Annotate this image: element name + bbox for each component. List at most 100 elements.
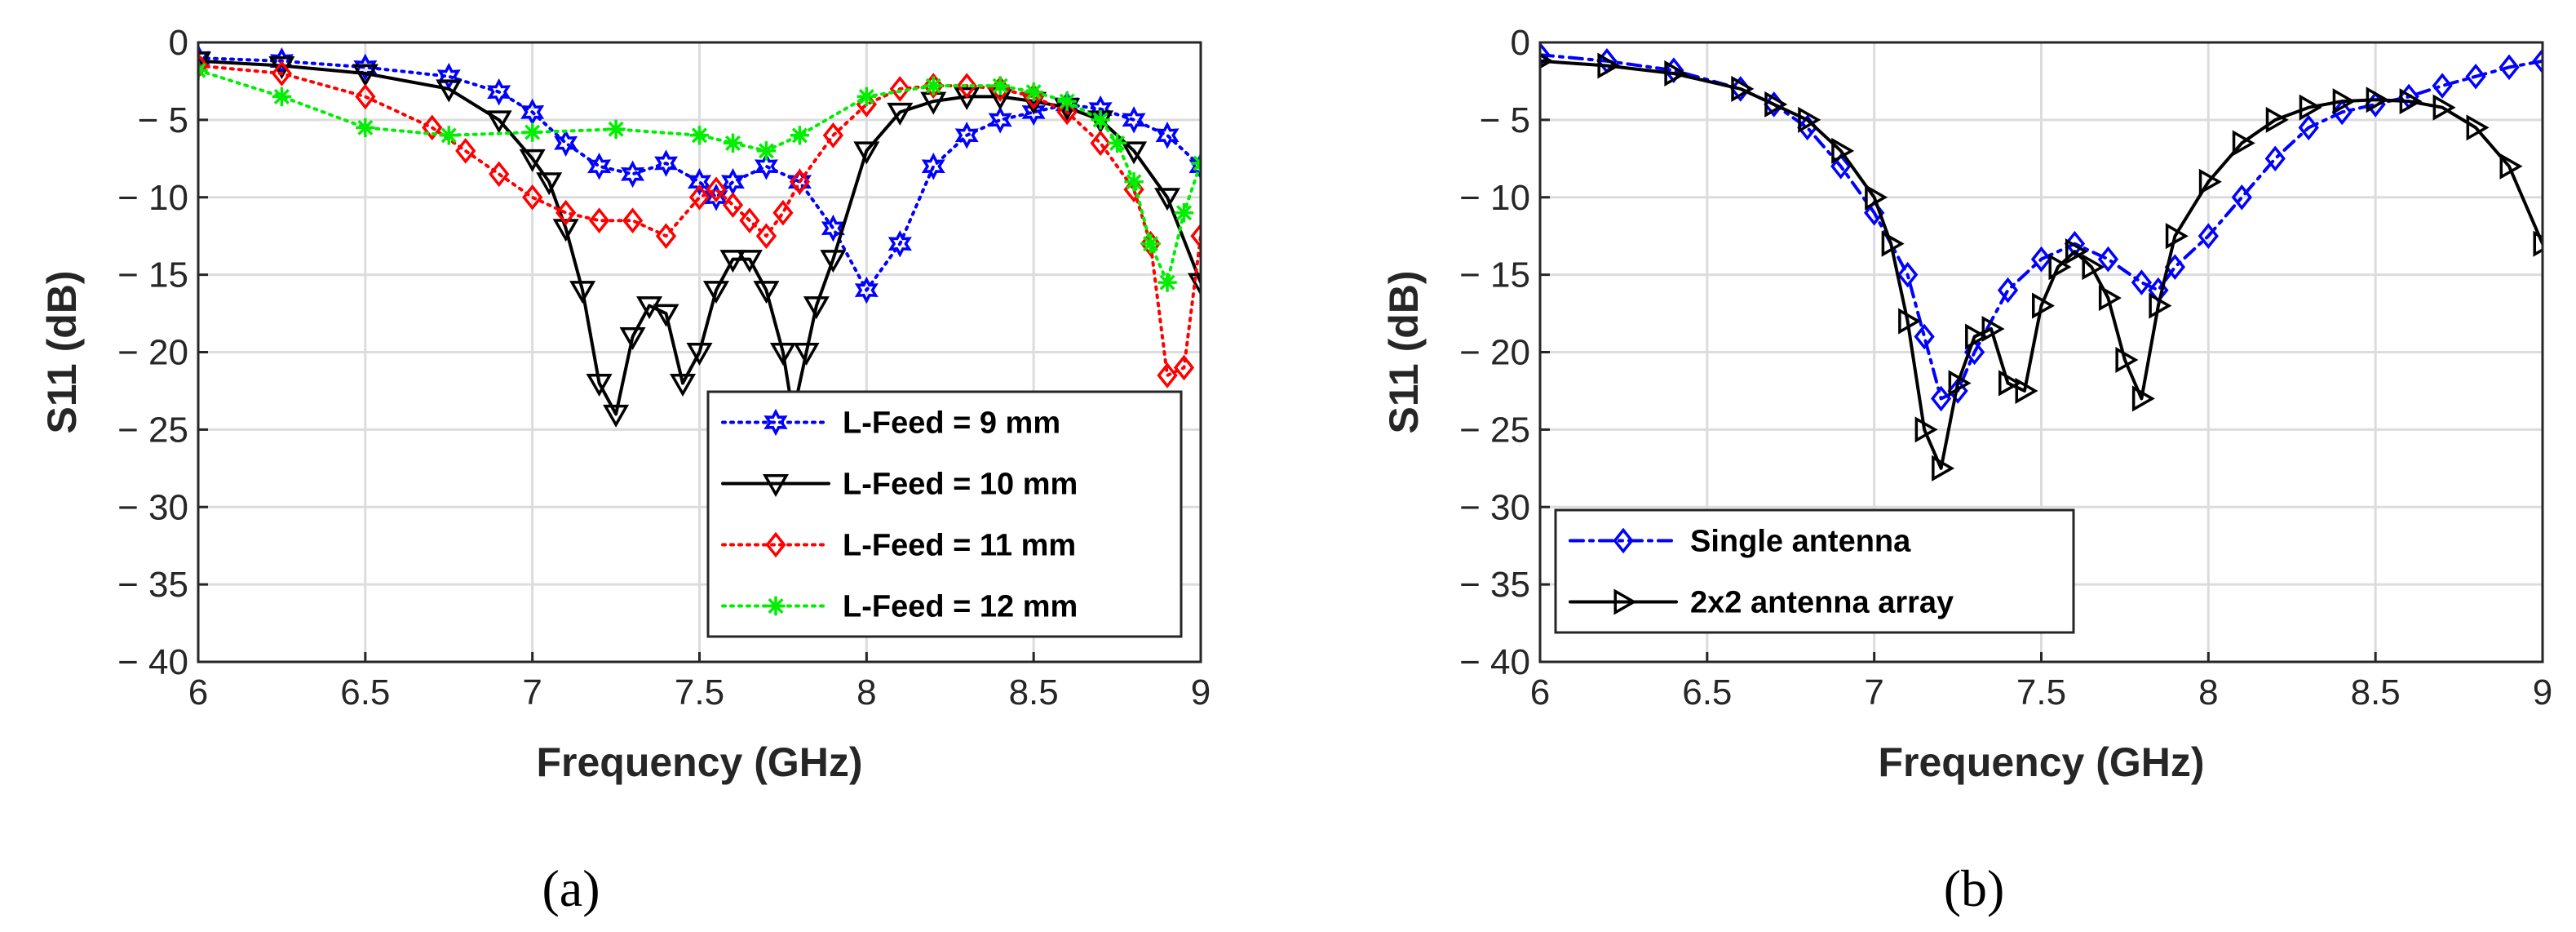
x-axis-label: Frequency (GHz) bbox=[1878, 739, 2204, 785]
data-point bbox=[756, 141, 777, 161]
data-point bbox=[439, 126, 458, 145]
data-point bbox=[790, 126, 810, 145]
data-point bbox=[2465, 63, 2486, 90]
y-tick-label: − 10 bbox=[117, 178, 188, 218]
data-point bbox=[2032, 292, 2056, 319]
legend-label: 2x2 antenna array bbox=[1690, 586, 1954, 620]
x-tick-label: 6 bbox=[188, 672, 208, 712]
data-point bbox=[1090, 130, 1111, 157]
y-tick-label: − 15 bbox=[1459, 255, 1530, 295]
data-point bbox=[702, 281, 729, 304]
legend-marker bbox=[764, 408, 788, 437]
legend-label: Single antenna bbox=[1690, 525, 1911, 559]
series-layer bbox=[198, 44, 1201, 428]
data-point bbox=[455, 138, 476, 164]
y-tick-label: − 10 bbox=[1459, 178, 1530, 218]
data-point bbox=[793, 343, 820, 366]
x-tick-label: 6.5 bbox=[1682, 672, 1732, 712]
legend: L-Feed = 9 mm L-Feed = 10 mm L-Feed = 11 m… bbox=[706, 390, 1183, 638]
data-point bbox=[555, 199, 577, 226]
data-point bbox=[954, 87, 980, 110]
data-point bbox=[653, 304, 679, 327]
data-point bbox=[2065, 238, 2088, 265]
y-tick-label: − 35 bbox=[1459, 565, 1530, 605]
data-point bbox=[2115, 346, 2139, 374]
legend-marker bbox=[765, 531, 786, 558]
data-point bbox=[523, 122, 542, 142]
data-point bbox=[887, 229, 912, 258]
y-tick-label: − 20 bbox=[1459, 333, 1530, 373]
data-point bbox=[2015, 377, 2038, 404]
data-point bbox=[1024, 82, 1043, 102]
data-point bbox=[2064, 230, 2086, 257]
data-point bbox=[1155, 121, 1180, 149]
data-point bbox=[923, 76, 943, 95]
legend-marker bbox=[1613, 527, 1634, 554]
data-point bbox=[485, 110, 512, 134]
data-point bbox=[356, 118, 375, 138]
y-tick-label: − 20 bbox=[117, 333, 188, 373]
data-point bbox=[670, 373, 697, 397]
data-point bbox=[889, 76, 910, 102]
data-point bbox=[1140, 234, 1161, 254]
data-point bbox=[2048, 254, 2072, 281]
data-point bbox=[1122, 106, 1146, 134]
x-tick-label: 7 bbox=[1864, 672, 1883, 712]
data-point bbox=[519, 149, 546, 172]
data-point bbox=[198, 52, 209, 79]
data-point bbox=[2532, 47, 2543, 74]
data-point bbox=[1540, 53, 1554, 69]
data-point bbox=[1898, 308, 1922, 335]
data-point bbox=[1140, 230, 1162, 257]
y-tick-label: − 30 bbox=[117, 487, 188, 527]
data-point bbox=[954, 121, 979, 149]
data-point bbox=[2082, 254, 2105, 281]
data-point bbox=[1157, 273, 1177, 292]
data-point bbox=[686, 343, 713, 366]
data-point bbox=[1091, 110, 1110, 130]
legend-marker bbox=[762, 474, 790, 498]
y-tick-label: 0 bbox=[169, 23, 188, 63]
data-point bbox=[2466, 114, 2490, 141]
data-point bbox=[587, 153, 612, 180]
y-tick-label: − 5 bbox=[1480, 100, 1530, 140]
legend-box bbox=[706, 390, 1183, 638]
data-point bbox=[2198, 223, 2219, 249]
data-point bbox=[2298, 114, 2319, 141]
data-point bbox=[606, 119, 626, 139]
data-point bbox=[887, 102, 914, 126]
data-point bbox=[1914, 416, 1938, 443]
series-line-1 bbox=[1540, 59, 2543, 470]
data-point bbox=[603, 404, 630, 428]
data-point bbox=[821, 214, 845, 242]
x-tick-label: 7 bbox=[522, 672, 542, 712]
x-tick-label: 8.5 bbox=[1009, 672, 1059, 712]
data-point bbox=[2265, 106, 2289, 133]
data-point bbox=[554, 129, 578, 158]
data-point bbox=[2231, 184, 2252, 211]
y-tick-label: − 35 bbox=[117, 565, 188, 605]
data-point bbox=[753, 281, 780, 304]
data-point bbox=[272, 87, 292, 107]
data-point bbox=[2149, 292, 2172, 319]
data-point bbox=[2165, 223, 2189, 250]
panel-b: 6 6.5 7 7.5 8 8.5 9 0 − 5 − 10 − 15 − 20 − 25 − 30 − 3… bbox=[1381, 23, 2552, 917]
x-tick-label: 8.5 bbox=[2351, 672, 2401, 712]
series-line-2 bbox=[198, 64, 1201, 377]
data-point bbox=[687, 168, 712, 196]
data-point bbox=[1021, 98, 1046, 126]
y-tick-label: − 25 bbox=[117, 410, 188, 450]
data-point bbox=[2097, 246, 2119, 273]
x-tick-label: 8 bbox=[856, 672, 876, 712]
data-point bbox=[622, 207, 644, 234]
data-point bbox=[854, 276, 879, 304]
y-tick-label: − 40 bbox=[117, 642, 188, 682]
data-point bbox=[353, 53, 378, 82]
legend-label: L-Feed = 9 mm bbox=[843, 406, 1060, 441]
data-point bbox=[2232, 130, 2255, 157]
legend: Single antenna 2x2 antenna array bbox=[1554, 508, 2075, 634]
data-point bbox=[655, 223, 677, 249]
data-point bbox=[654, 149, 679, 177]
x-tick-label: 9 bbox=[2533, 672, 2552, 712]
x-tick-label: 6.5 bbox=[340, 672, 390, 712]
